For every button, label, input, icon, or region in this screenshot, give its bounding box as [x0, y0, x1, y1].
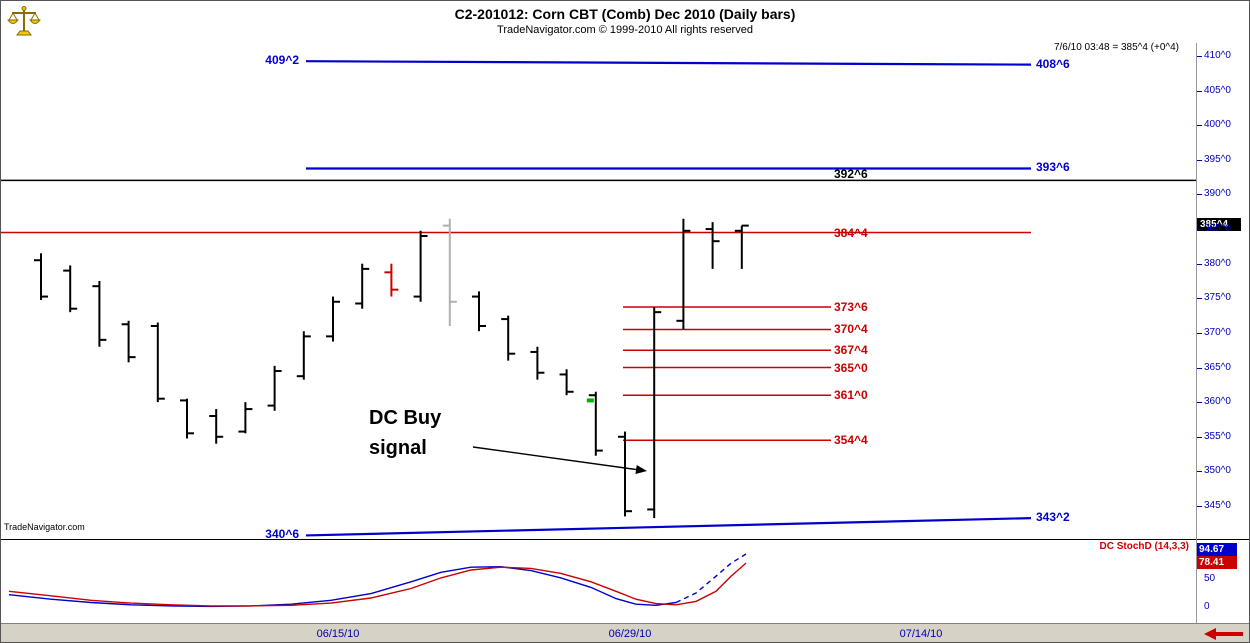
dc-level-370-4-label: 370^4: [834, 322, 868, 337]
trendline-upper-left-label: 409^2: [265, 53, 299, 68]
price-axis-tick: [1197, 159, 1202, 161]
scroll-left-arrow[interactable]: [1203, 627, 1245, 642]
price-axis-tick: [1197, 194, 1202, 196]
dc-level-373-6-label: 373^6: [834, 299, 868, 314]
dc-buy-annotation: DC Buy signal: [369, 407, 442, 459]
trendline-lower-left-label: 340^6: [265, 527, 299, 542]
price-axis-label: 375^0: [1204, 292, 1231, 304]
price-axis-tick: [1197, 505, 1202, 507]
hline-392-6-label: 392^6: [834, 167, 868, 182]
last-price-tag: 385^4: [1197, 218, 1241, 231]
price-axis-label: 365^0: [1204, 361, 1231, 373]
ohlc-bar: [326, 296, 340, 342]
price-axis-tick: [1197, 56, 1202, 57]
price-axis-label: 380^0: [1204, 257, 1231, 269]
ohlc-bar: [618, 431, 632, 517]
indicator-axis-label: 50: [1204, 573, 1216, 584]
dc-level-367-4-label: 367^4: [834, 343, 868, 358]
ohlc-bar: [267, 365, 282, 411]
price-axis-divider: [1196, 43, 1197, 623]
price-axis-tick: [1197, 263, 1202, 265]
trendline-upper-line: [305, 60, 1032, 66]
ohlc-bar: [559, 369, 574, 396]
price-axis-label: 345^0: [1204, 499, 1231, 511]
price-axis-label: 350^0: [1204, 465, 1231, 477]
price-axis-tick: [1197, 367, 1202, 369]
copyright-subtitle: TradeNavigator.com © 1999-2010 All right…: [497, 24, 753, 36]
price-axis-label: 370^0: [1204, 326, 1231, 338]
ohlc-bar: [209, 409, 224, 444]
last-quote-readout: 7/6/10 03:48 = 385^4 (+0^4): [1053, 42, 1179, 53]
ohlc-bar: [501, 315, 516, 361]
ohlc-bar: [92, 280, 107, 347]
scales-logo-icon: [7, 4, 41, 45]
trendline-upper-right-label: 408^6: [1036, 56, 1070, 71]
ohlc-bar: [647, 306, 662, 519]
hline-384-4-label: 384^4: [834, 225, 868, 240]
dc-level-365-0-label: 365^0: [834, 360, 868, 375]
ohlc-bar: [472, 291, 486, 332]
ohlc-bar: [530, 346, 545, 380]
ohlc-bar: [121, 320, 136, 363]
date-axis-label: 06/15/10: [316, 628, 360, 640]
pane-divider: [1, 539, 1249, 540]
ohlc-bar: [442, 218, 457, 326]
dc-level-361-0-label: 361^0: [834, 388, 868, 403]
price-axis-tick: [1197, 125, 1202, 127]
price-axis-tick: [1197, 332, 1202, 334]
stoch-slow-value-tag: 78.41: [1197, 556, 1237, 569]
dc-level-354-4-label: 354^4: [834, 433, 868, 448]
stoch-fast-line-projected: [675, 553, 747, 604]
ohlc-bar: [676, 218, 691, 330]
price-axis-label: 355^0: [1204, 430, 1231, 442]
indicator-label: DC StochD (14,3,3): [1099, 541, 1189, 552]
price-axis-label: 360^0: [1204, 396, 1231, 408]
price-axis-label: 400^0: [1204, 119, 1231, 131]
ohlc-bar: [355, 263, 370, 309]
price-axis-label: 390^0: [1204, 188, 1231, 200]
price-axis-label: 395^0: [1204, 153, 1231, 165]
watermark: TradeNavigator.com: [4, 522, 85, 532]
date-axis-label: 06/29/10: [608, 628, 652, 640]
price-axis-tick: [1197, 298, 1202, 300]
trendline-lower-line: [305, 517, 1032, 537]
stoch-slow-line: [8, 562, 747, 607]
price-axis-tick: [1197, 402, 1202, 404]
ohlc-bar: [180, 398, 194, 439]
ohlc-bar: [384, 263, 399, 297]
price-axis-label: 410^0: [1204, 50, 1231, 61]
ohlc-bar: [63, 265, 78, 313]
ohlc-bar: [588, 391, 603, 456]
ohlc-bar: [734, 224, 749, 269]
stoch-fast-line: [8, 565, 677, 608]
annotation-arrow-shaft: [472, 446, 640, 471]
indicator-axis-label: 0: [1204, 601, 1210, 612]
ohlc-bar: [34, 253, 48, 301]
ohlc-bar: [296, 331, 311, 380]
price-axis-tick: [1197, 436, 1202, 438]
ohlc-bar: [238, 402, 253, 434]
date-axis-label: 07/14/10: [899, 628, 943, 640]
price-axis-label: 385^0: [1204, 223, 1231, 235]
trendline-mid-right-label: 393^6: [1036, 160, 1070, 175]
trendline-lower-right-label: 343^2: [1036, 510, 1070, 525]
stoch-fast-value-tag: 94.67: [1197, 543, 1237, 556]
price-axis-tick: [1197, 471, 1202, 473]
price-axis-tick: [1197, 229, 1202, 231]
time-axis-bar: [1, 623, 1249, 642]
price-axis-tick: [1197, 90, 1202, 92]
ohlc-bar: [705, 222, 720, 269]
price-axis-label: 405^0: [1204, 84, 1231, 96]
ohlc-bar: [150, 322, 165, 403]
ohlc-bar: [413, 230, 428, 302]
chart-title: C2-201012: Corn CBT (Comb) Dec 2010 (Dai…: [454, 6, 796, 22]
annotation-arrow-head: [635, 465, 647, 474]
